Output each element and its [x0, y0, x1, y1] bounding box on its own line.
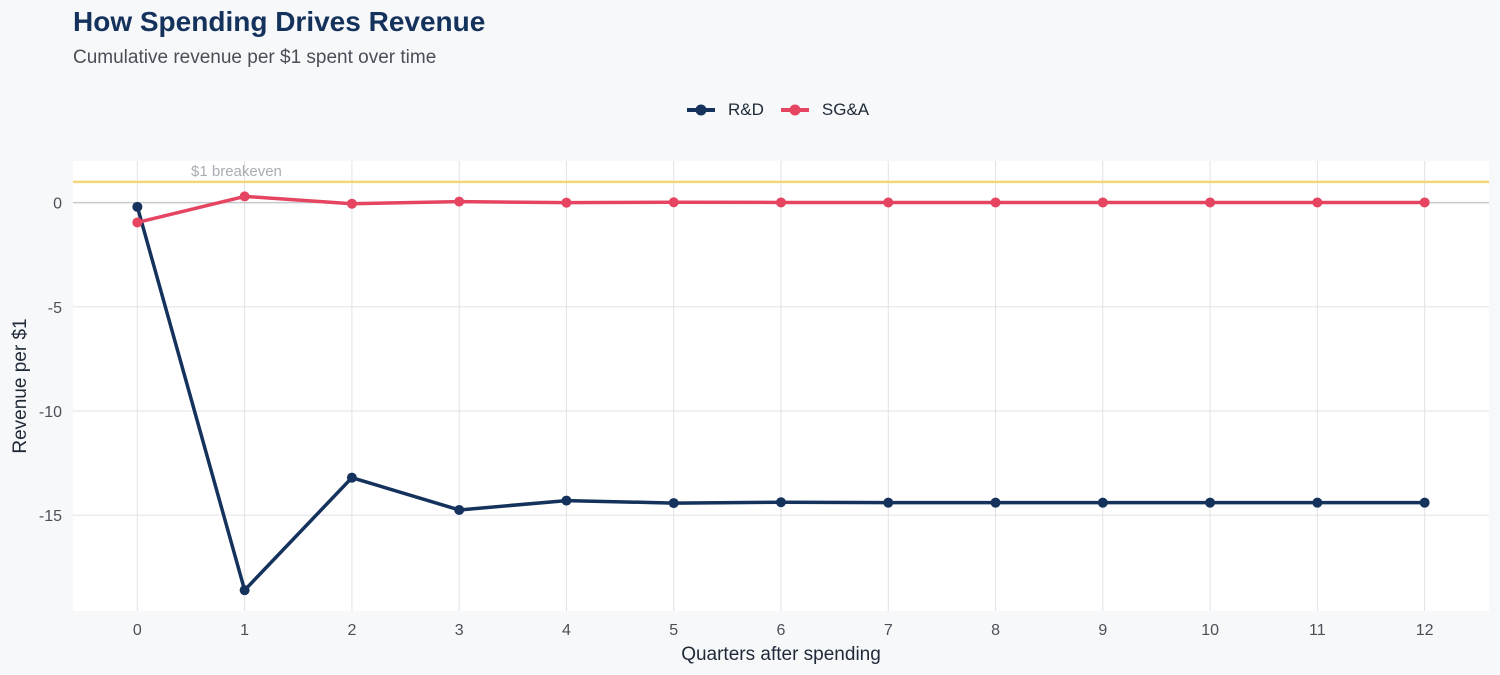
y-tick-label: 0 — [53, 196, 62, 213]
data-point-rd — [1205, 497, 1216, 508]
x-tick-label: 2 — [347, 622, 356, 639]
data-point-rd — [1312, 497, 1323, 508]
x-tick-label: 11 — [1309, 622, 1326, 639]
data-point-sga — [990, 197, 1001, 208]
x-tick-label: 9 — [1098, 622, 1107, 639]
data-point-rd — [1419, 497, 1430, 508]
data-point-rd — [132, 201, 143, 212]
data-point-rd — [668, 498, 679, 509]
data-point-rd — [346, 472, 357, 483]
data-point-rd — [776, 497, 786, 508]
x-tick-label: 6 — [777, 622, 786, 639]
x-tick-label: 1 — [240, 622, 249, 639]
data-point-sga — [883, 197, 894, 208]
legend-label-rd: R&D — [728, 100, 764, 119]
y-tick-label: -15 — [39, 508, 62, 525]
data-point-sga — [668, 197, 679, 208]
series-sga — [132, 191, 1430, 228]
legend-item-sga[interactable]: SG&A — [780, 100, 869, 120]
x-tick-label: 8 — [991, 622, 1000, 639]
x-tick-label: 10 — [1201, 622, 1219, 639]
y-tick-label: -5 — [48, 300, 62, 317]
legend: R&D SG&A — [686, 99, 885, 121]
chart-subtitle: Cumulative revenue per $1 spent over tim… — [73, 47, 437, 68]
x-tick-label: 3 — [455, 622, 464, 639]
legend-key-marker-sga — [789, 104, 801, 116]
data-point-rd — [454, 504, 465, 515]
series-rd — [132, 201, 1430, 596]
data-point-sga — [1205, 197, 1216, 208]
legend-key-marker-rd — [695, 104, 707, 116]
data-point-sga — [239, 191, 250, 202]
data-point-sga — [561, 197, 572, 208]
data-point-rd — [561, 495, 572, 506]
x-tick-label: 7 — [884, 622, 893, 639]
data-point-sga — [346, 198, 357, 209]
legend-key-sga — [780, 104, 809, 116]
legend-key-rd — [687, 104, 715, 116]
chart-title: How Spending Drives Revenue — [73, 6, 486, 37]
data-point-rd — [1097, 497, 1108, 508]
y-tick-label: -10 — [39, 404, 62, 421]
legend-item-rd[interactable]: R&D — [686, 100, 764, 120]
data-point-sga — [454, 196, 465, 207]
y-axis-title: Revenue per $1 — [10, 318, 31, 453]
x-tick-label: 0 — [133, 622, 142, 639]
data-point-rd — [883, 497, 894, 508]
data-point-sga — [1419, 197, 1430, 208]
data-point-sga — [776, 197, 786, 208]
data-point-rd — [990, 497, 1001, 508]
x-tick-label: 4 — [562, 622, 571, 639]
x-tick-label: 5 — [669, 622, 678, 639]
data-point-rd — [239, 585, 250, 596]
data-point-sga — [1097, 197, 1108, 208]
x-tick-label: 12 — [1416, 622, 1434, 639]
data-point-sga — [1312, 197, 1323, 208]
legend-label-sga: SG&A — [821, 100, 870, 119]
data-point-sga — [132, 217, 143, 228]
breakeven-label: $1 breakeven — [191, 163, 282, 180]
x-axis-title: Quarters after spending — [681, 644, 881, 665]
